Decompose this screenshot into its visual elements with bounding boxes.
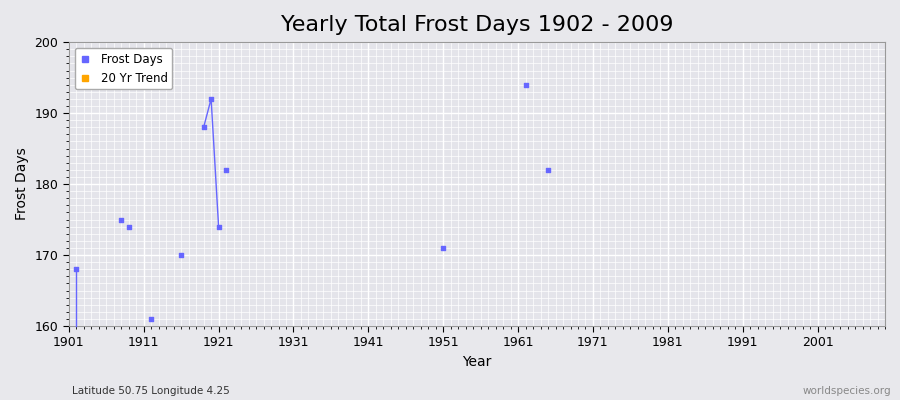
Point	[518, 82, 533, 88]
Point	[122, 224, 136, 230]
X-axis label: Year: Year	[463, 355, 491, 369]
Y-axis label: Frost Days: Frost Days	[15, 148, 29, 220]
Point	[196, 124, 211, 130]
Point	[541, 167, 555, 173]
Point	[212, 224, 226, 230]
Point	[114, 216, 129, 223]
Point	[436, 245, 450, 251]
Text: worldspecies.org: worldspecies.org	[803, 386, 891, 396]
Point	[204, 96, 219, 102]
Text: Latitude 50.75 Longitude 4.25: Latitude 50.75 Longitude 4.25	[72, 386, 230, 396]
Title: Yearly Total Frost Days 1902 - 2009: Yearly Total Frost Days 1902 - 2009	[281, 15, 673, 35]
Point	[144, 316, 158, 322]
Legend: Frost Days, 20 Yr Trend: Frost Days, 20 Yr Trend	[75, 48, 173, 89]
Point	[69, 266, 84, 272]
Point	[174, 252, 188, 258]
Point	[219, 167, 233, 173]
